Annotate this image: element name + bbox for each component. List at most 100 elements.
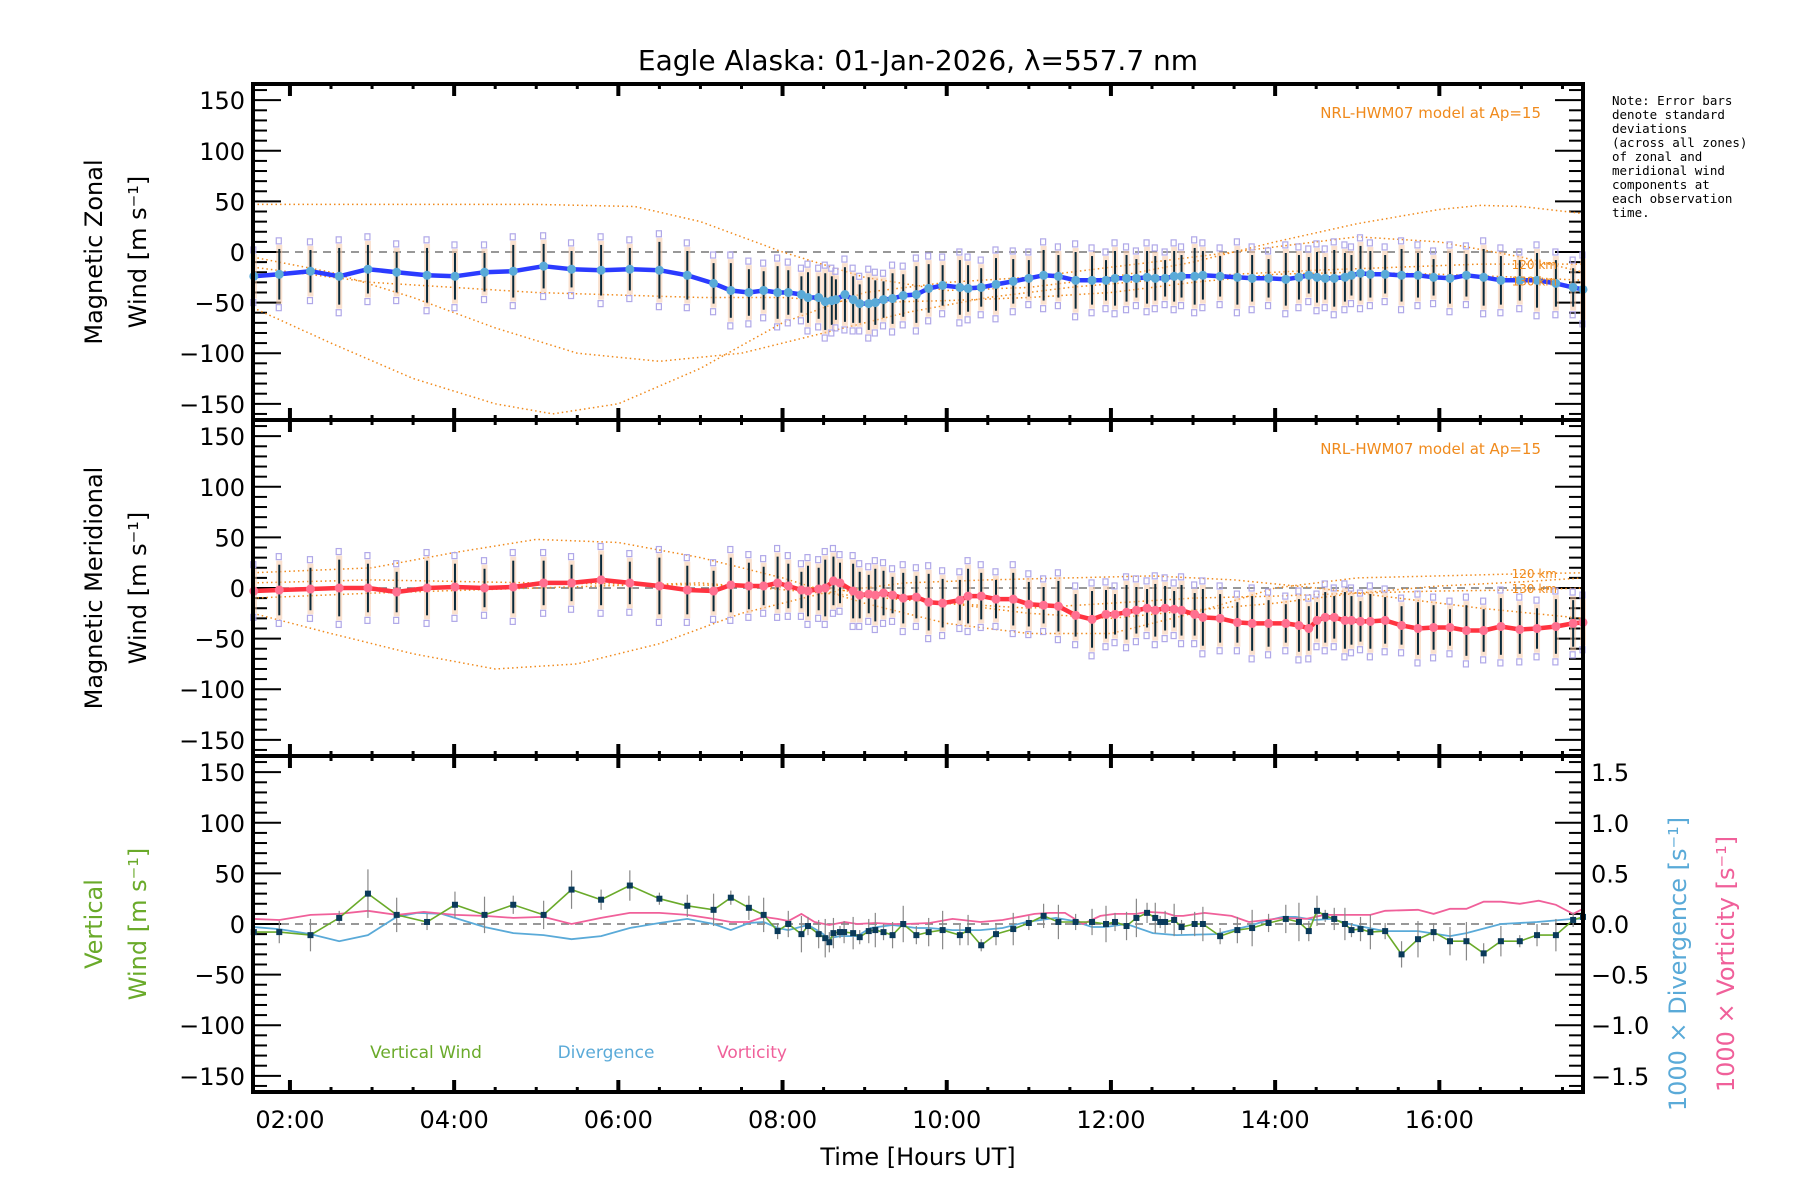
data-point [744, 287, 754, 297]
zone-point [1025, 248, 1032, 256]
zone-point [977, 561, 984, 569]
y-tick-label: 100 [199, 474, 245, 502]
data-point [654, 581, 664, 591]
data-point [1071, 275, 1081, 285]
zone-point [1533, 653, 1540, 661]
data-point [1162, 918, 1169, 925]
zone-point [1040, 305, 1047, 313]
zone-point [1233, 647, 1240, 655]
zone-point [879, 619, 887, 628]
zone-point [275, 237, 282, 245]
zone-point [899, 321, 906, 329]
data-point [976, 282, 986, 292]
zone-point [871, 557, 878, 565]
zone-point [1569, 311, 1576, 319]
zone-point [1072, 641, 1079, 649]
zone-point [509, 548, 516, 557]
zone-point [597, 542, 604, 551]
data-point [567, 578, 577, 588]
zone-point [393, 560, 400, 568]
zone-point [836, 607, 843, 615]
altitude-label-120km: 120 km [1512, 567, 1557, 581]
data-point [1198, 612, 1208, 622]
data-point [924, 597, 934, 607]
y-tick-label: −100 [179, 340, 245, 368]
zone-point [540, 548, 547, 557]
model-label: NRL-HWM07 model at Ap=15 [1320, 440, 1541, 458]
zone-point [1072, 240, 1079, 248]
data-point [1331, 915, 1338, 922]
zone-point [1122, 306, 1130, 314]
zone-point [727, 616, 734, 624]
zone-point [1216, 301, 1223, 309]
data-point [1479, 626, 1489, 636]
zone-point [879, 322, 887, 330]
data-point [879, 588, 889, 598]
data-point [1053, 271, 1063, 281]
data-point [870, 298, 880, 308]
data-point [1380, 615, 1390, 625]
data-point [1101, 609, 1111, 619]
zone-point [306, 556, 314, 564]
zone-point [1025, 570, 1032, 578]
zone-point [567, 553, 575, 561]
data-point [956, 932, 963, 939]
data-point [1413, 270, 1423, 280]
zone-point [841, 255, 848, 263]
data-point [938, 280, 948, 290]
zone-point [804, 260, 811, 268]
data-point [305, 584, 315, 594]
data-point [625, 264, 635, 274]
data-point [1152, 914, 1159, 921]
zone-point [925, 252, 932, 260]
zone-point [865, 334, 872, 342]
zone-point [1170, 579, 1177, 587]
x-tick-label: 08:00 [748, 1106, 817, 1134]
zone-point [1462, 242, 1470, 250]
zone-point [1132, 302, 1139, 310]
zone-point [1330, 643, 1337, 651]
data-point [924, 283, 934, 293]
zone-point [626, 549, 633, 558]
data-point [963, 283, 973, 293]
data-point [568, 886, 575, 893]
zone-point [925, 317, 932, 325]
zone-point [1009, 308, 1016, 316]
data-point [1463, 938, 1470, 945]
data-point [1089, 918, 1096, 925]
data-point [1247, 618, 1257, 628]
zone-point [1295, 243, 1302, 251]
data-point [783, 581, 793, 591]
data-point [1265, 919, 1272, 926]
zone-point [1569, 651, 1576, 659]
zone-point [774, 254, 781, 262]
zone-point [760, 555, 767, 563]
zone-point [1248, 243, 1255, 251]
model-curve [252, 575, 1584, 670]
zone-point [964, 627, 971, 636]
data-point [1380, 269, 1390, 279]
data-point [274, 585, 284, 595]
zone-point [925, 635, 932, 643]
zone-point [992, 568, 999, 576]
data-point [898, 291, 908, 301]
y-tick-label: −50 [194, 962, 245, 990]
zone-point [829, 609, 837, 617]
data-point [880, 929, 887, 936]
zone-point [335, 620, 342, 629]
zone-point [509, 302, 516, 310]
zone-point [745, 320, 752, 328]
zone-point [364, 552, 371, 560]
zone-point [856, 327, 863, 335]
zone-point [1480, 656, 1487, 664]
zone-point [1356, 589, 1364, 597]
y-tick-label: −100 [179, 676, 245, 704]
data-point [1382, 928, 1389, 935]
zone-point [760, 314, 767, 322]
zone-point [1111, 239, 1118, 247]
data-point [911, 592, 921, 602]
zone-point [912, 254, 919, 262]
data-point [1312, 272, 1322, 282]
data-point [1497, 938, 1504, 945]
data-point [1304, 270, 1314, 280]
